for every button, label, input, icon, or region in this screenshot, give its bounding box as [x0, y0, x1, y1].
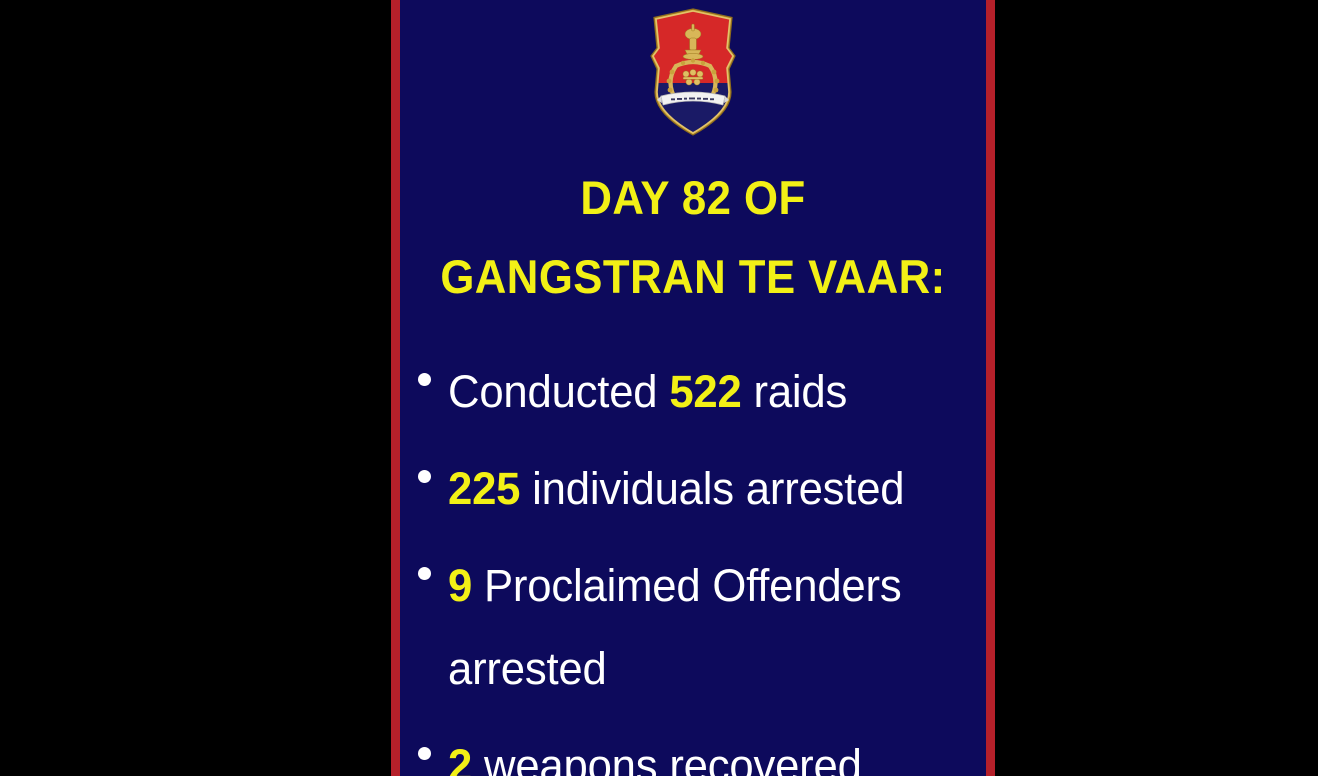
list-item-text: 9 Proclaimed Offenders arrested — [448, 544, 962, 710]
bullet-dot-icon — [418, 373, 431, 386]
info-card: DAY 82 OF GANGSTRAN TE VAAR: Conducted 5… — [391, 0, 995, 776]
list-item-number: 2 — [448, 740, 473, 776]
headline: DAY 82 OF GANGSTRAN TE VAAR: — [400, 158, 986, 316]
list-item: 225 individuals arrested — [418, 447, 978, 530]
list-item-number: 9 — [448, 560, 473, 611]
headline-line-1: DAY 82 OF — [580, 171, 806, 224]
punjab-police-crest-icon — [650, 8, 736, 136]
emblem-container — [400, 8, 986, 136]
list-item-number: 225 — [448, 463, 521, 514]
list-item: 9 Proclaimed Offenders arrested — [418, 544, 978, 710]
list-item-suffix: weapons recovered — [472, 740, 862, 776]
headline-line-2: GANGSTRAN TE VAAR: — [440, 250, 946, 303]
list-item-number: 522 — [669, 366, 742, 417]
list-item-text: Conducted 522 raids — [448, 350, 962, 433]
info-card-body: DAY 82 OF GANGSTRAN TE VAAR: Conducted 5… — [400, 0, 986, 776]
bullet-dot-icon — [418, 747, 431, 760]
statistics-list: Conducted 522 raids 225 individuals arre… — [418, 350, 978, 776]
list-item: 2 weapons recovered — [418, 724, 978, 776]
bullet-dot-icon — [418, 567, 431, 580]
list-item-suffix: Proclaimed Offenders arrested — [448, 560, 902, 694]
list-item-text: 225 individuals arrested — [448, 447, 962, 530]
list-item-text: 2 weapons recovered — [448, 724, 962, 776]
list-item-prefix: Conducted — [448, 366, 670, 417]
bullet-dot-icon — [418, 470, 431, 483]
list-item-suffix: individuals arrested — [520, 463, 905, 514]
list-item-suffix: raids — [741, 366, 848, 417]
list-item: Conducted 522 raids — [418, 350, 978, 433]
